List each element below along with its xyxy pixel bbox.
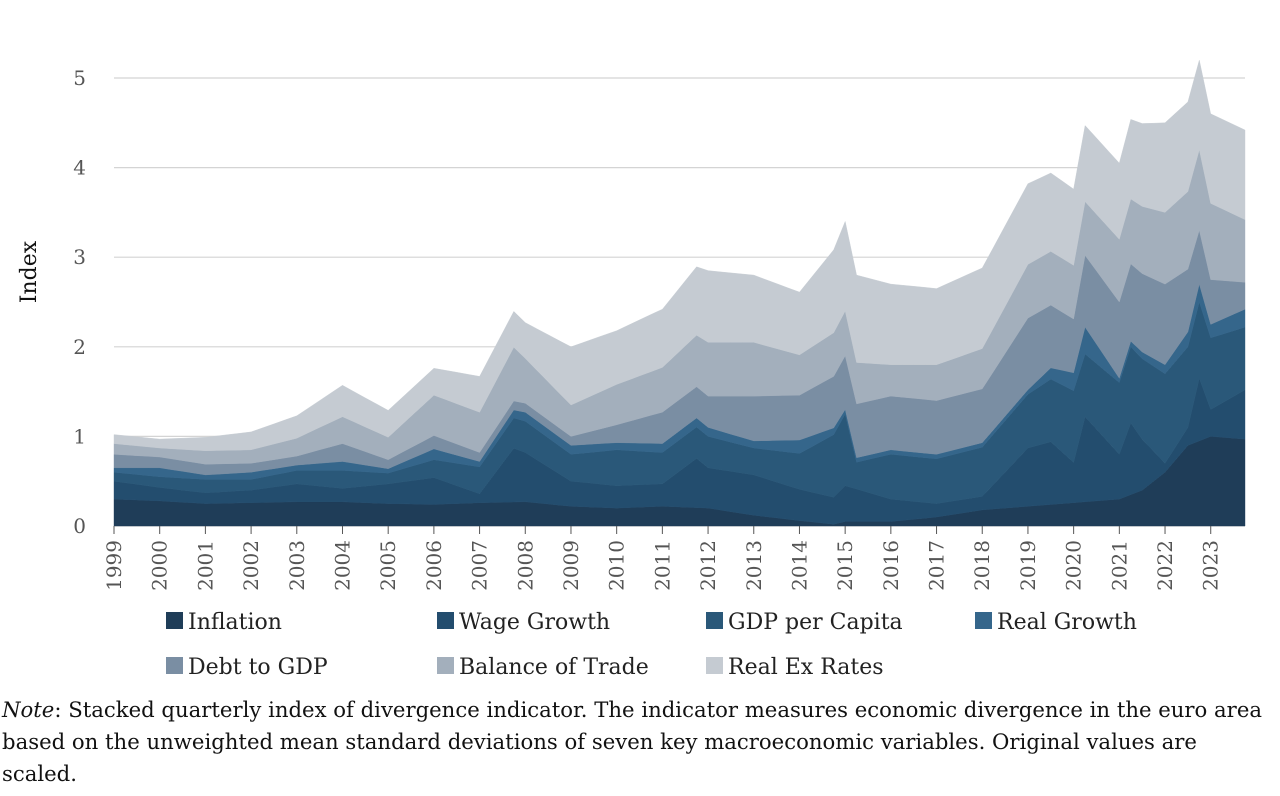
x-tick-label: 2022	[1153, 540, 1177, 591]
y-tick-label: 5	[73, 66, 86, 90]
series-areas	[113, 60, 1246, 527]
x-tick-label: 2005	[376, 540, 400, 591]
legend-label-real-ex-rates: Real Ex Rates	[728, 655, 884, 680]
x-tick-label: 2007	[468, 540, 492, 591]
legend-swatch-real-growth	[975, 612, 992, 629]
x-tick-label: 2003	[285, 540, 309, 591]
legend-label-balance-of-trade: Balance of Trade	[459, 655, 649, 680]
x-tick-label: 2021	[1107, 540, 1131, 591]
x-tick-label: 2019	[1016, 540, 1040, 591]
legend-label-real-growth: Real Growth	[997, 610, 1137, 635]
legend-label-wage-growth: Wage Growth	[459, 610, 610, 635]
y-tick-label: 2	[73, 335, 86, 359]
x-tick-label: 2002	[239, 540, 263, 591]
axes: 1999 2000 2001 2002 2003 2004 2005 2006 2007 2008…	[102, 526, 1223, 591]
note-label: Note	[2, 697, 55, 722]
legend-swatch-inflation	[166, 612, 183, 629]
y-tick-label: 4	[73, 156, 86, 180]
legend-swatch-gdp-per-capita	[706, 612, 723, 629]
x-tick-label: 2016	[879, 540, 903, 591]
x-tick-label: 2020	[1062, 540, 1086, 591]
x-tick-label: 2006	[422, 540, 446, 591]
legend-swatch-real-ex-rates	[706, 657, 723, 674]
legend-swatch-debt-to-gdp	[166, 657, 183, 674]
x-tick-label: 2009	[559, 540, 583, 591]
x-tick-label: 2011	[650, 540, 674, 591]
series-area-real-ex-rates	[113, 60, 1246, 451]
y-tick-label: 1	[73, 424, 86, 448]
y-axis-label: Index	[17, 240, 42, 303]
x-tick-label: 2010	[605, 540, 629, 591]
y-tick-label: 0	[73, 514, 86, 538]
y-tick-label: 3	[73, 245, 86, 269]
x-tick-label: 2012	[696, 540, 720, 591]
legend-swatch-balance-of-trade	[437, 657, 454, 674]
x-tick-label: 2001	[193, 540, 217, 591]
x-tick-label: 1999	[102, 540, 126, 591]
x-tick-label: 2015	[833, 540, 857, 591]
x-tick-label: 2017	[925, 540, 949, 591]
x-tick-label: 2008	[513, 540, 537, 591]
x-tick-label: 2000	[148, 540, 172, 591]
legend: Inflation Wage Growth GDP per Capita Real G…	[166, 610, 1137, 680]
legend-label-debt-to-gdp: Debt to GDP	[188, 655, 328, 680]
x-tick-label: 2014	[787, 540, 811, 591]
legend-label-gdp-per-capita: GDP per Capita	[728, 610, 903, 635]
legend-swatch-wage-growth	[437, 612, 454, 629]
note-text: : Stacked quarterly index of divergence …	[2, 697, 1262, 786]
x-tick-label: 2023	[1199, 540, 1223, 591]
x-tick-label: 2004	[330, 540, 354, 591]
chart-note: Note: Stacked quarterly index of diverge…	[2, 694, 1278, 790]
legend-label-inflation: Inflation	[188, 610, 282, 635]
stacked-area-chart: 0 1 2 3 4 5 1999 2000 2001 2002 2003 2004 2005 2006 2…	[17, 60, 1246, 680]
x-tick-label: 2013	[742, 540, 766, 591]
x-tick-label: 2018	[970, 540, 994, 591]
